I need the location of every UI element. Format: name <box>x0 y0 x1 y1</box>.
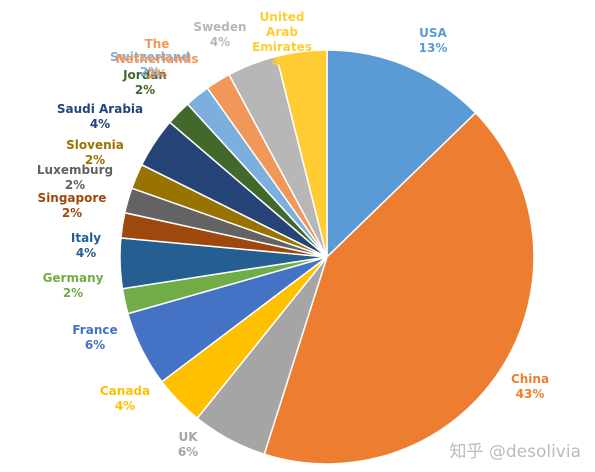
slice-label: USA 13% <box>383 26 483 56</box>
slice-label: Germany 2% <box>23 271 123 301</box>
value-label: 4% <box>114 399 136 413</box>
value-label: 6% <box>177 445 199 459</box>
category-label: Germany <box>42 271 104 285</box>
value-label: 2% <box>61 206 83 220</box>
category-label: USA <box>419 26 447 40</box>
category-label: China <box>510 372 550 386</box>
value-label: 2% <box>139 65 161 79</box>
category-label: Canada <box>99 384 151 398</box>
value-label: 13% <box>418 41 448 55</box>
slice-label: United Arab Emirates 4% <box>232 10 332 70</box>
slice-label: Italy 4% <box>36 231 136 261</box>
slice-label: Luxemburg 2% <box>25 163 125 193</box>
category-label: Slovenia <box>66 138 124 152</box>
slice-label: UK 6% <box>138 430 238 460</box>
value-label: 2% <box>64 178 86 192</box>
category-label: Jordan <box>123 68 167 82</box>
slice-label: China 43% <box>480 372 580 402</box>
slice-label: France 6% <box>45 323 145 353</box>
slice-label: Switzerland 2% <box>100 50 200 80</box>
slice-label: Sweden 4% <box>170 20 270 50</box>
slice-label: The Netherlands 2% <box>107 37 207 82</box>
slice-label: Slovenia 2% <box>45 138 145 168</box>
slice-label: Saudi Arabia 4% <box>50 102 150 132</box>
category-label: Luxemburg <box>36 163 114 177</box>
category-label: Singapore <box>37 191 107 205</box>
category-label: Italy <box>70 231 102 245</box>
slice-label: Singapore 2% <box>22 191 122 221</box>
pie-slice <box>326 49 477 259</box>
slice-label: Jordan 2% <box>95 68 195 98</box>
value-label: 2% <box>84 153 106 167</box>
category-label: Sweden <box>193 20 247 34</box>
pie-slice <box>275 49 328 258</box>
category-label: United Arab Emirates <box>252 10 312 54</box>
value-label: 4% <box>89 117 111 131</box>
category-label: Saudi Arabia <box>56 102 144 116</box>
watermark: 知乎 @desolivia <box>449 442 581 462</box>
slice-label: Canada 4% <box>75 384 175 414</box>
category-label: Switzerland <box>110 50 190 64</box>
category-label: UK <box>178 430 198 444</box>
value-label: 6% <box>84 338 106 352</box>
value-label: 2% <box>146 67 168 81</box>
value-label: 4% <box>75 246 97 260</box>
value-label: 2% <box>134 83 156 97</box>
value-label: 43% <box>515 387 545 401</box>
category-label: The Netherlands <box>115 37 199 66</box>
value-label: 2% <box>62 286 84 300</box>
category-label: France <box>72 323 118 337</box>
value-label: 4% <box>271 55 293 69</box>
pie-slice <box>263 111 535 465</box>
value-label: 4% <box>209 35 231 49</box>
